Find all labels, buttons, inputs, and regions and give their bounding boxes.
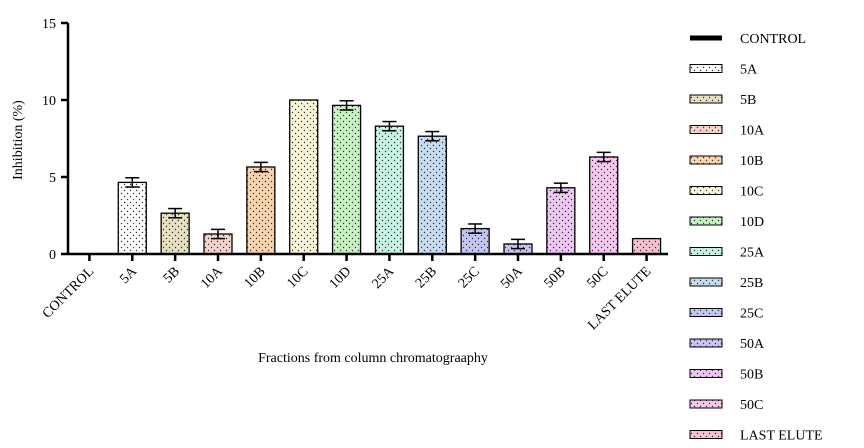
legend-label-5b: 5B <box>740 93 756 108</box>
bar-10b <box>246 166 276 255</box>
x-tick-label: 50C <box>584 264 611 291</box>
x-tick-label: 10D <box>327 264 355 292</box>
plot-area <box>117 99 662 255</box>
legend-swatch <box>689 64 723 73</box>
legend-swatch <box>689 399 723 409</box>
legend-label-25a: 25A <box>740 246 765 261</box>
x-tick-label: 25A <box>370 264 398 292</box>
y-axis-title: Inhibition (%) <box>11 100 26 180</box>
legend-label-50b: 50B <box>740 368 763 383</box>
bar-10c <box>289 99 319 255</box>
x-tick-label: 25B <box>413 264 440 291</box>
legend-swatch <box>689 125 723 134</box>
legend: CONTROL 5A 5B 10A 10B 10C 10D 25A 25B 25C 50A 50B 50… <box>689 32 823 444</box>
x-tick-label: 10C <box>284 264 311 291</box>
bar-5b <box>160 212 190 255</box>
x-tick-label: CONTROL <box>40 264 97 321</box>
bar-25a <box>374 125 405 255</box>
legend-label-10d: 10D <box>740 215 764 230</box>
x-tick-label: 5A <box>117 264 140 287</box>
x-axis-title: Fractions from column chromatograaphy <box>258 351 488 366</box>
x-tick-label: 10A <box>198 264 226 292</box>
y-tick-label: 0 <box>49 248 56 263</box>
legend-swatch <box>689 216 723 226</box>
legend-swatch <box>689 155 723 165</box>
bar-50c <box>589 156 619 255</box>
x-tick-label: 50B <box>542 264 569 291</box>
legend-label-control: CONTROL <box>740 32 806 47</box>
legend-label-last-elute: LAST ELUTE <box>740 429 823 444</box>
legend-label-25b: 25B <box>740 276 763 291</box>
legend-label-50c: 50C <box>740 398 763 413</box>
y-tick-label: 10 <box>42 94 56 109</box>
legend-swatch <box>690 35 722 41</box>
bar-5a <box>117 181 147 255</box>
legend-label-25c: 25C <box>740 307 763 322</box>
legend-swatch <box>689 247 723 256</box>
bar-last-elute <box>631 237 662 255</box>
x-axis: CONTROL 5A 5B 10A 10B 10C 10D 25A 25B 25C 50A 50B 50… <box>40 252 668 333</box>
legend-swatch <box>689 308 723 317</box>
legend-label-10c: 10C <box>740 185 763 200</box>
x-tick-label: 25C <box>456 264 483 291</box>
legend-label-10b: 10B <box>740 154 763 169</box>
legend-label-5a: 5A <box>740 63 758 78</box>
legend-label-10a: 10A <box>740 124 765 139</box>
bar-25b <box>417 135 447 255</box>
legend-swatch <box>689 338 723 348</box>
y-axis: 0 5 10 15 <box>42 17 70 263</box>
bar-10d <box>331 104 362 255</box>
legend-swatch <box>689 277 723 287</box>
legend-swatch <box>689 186 723 195</box>
y-tick-label: 5 <box>49 171 56 186</box>
bar-50b <box>546 187 576 255</box>
legend-swatch <box>689 369 723 378</box>
legend-label-50a: 50A <box>740 337 765 352</box>
x-tick-label: 10B <box>242 264 269 291</box>
x-tick-label: 50A <box>498 264 526 292</box>
x-tick-label: 5B <box>161 264 183 286</box>
y-tick-label: 15 <box>42 17 56 32</box>
legend-swatch <box>689 94 723 104</box>
legend-swatch <box>689 430 723 439</box>
